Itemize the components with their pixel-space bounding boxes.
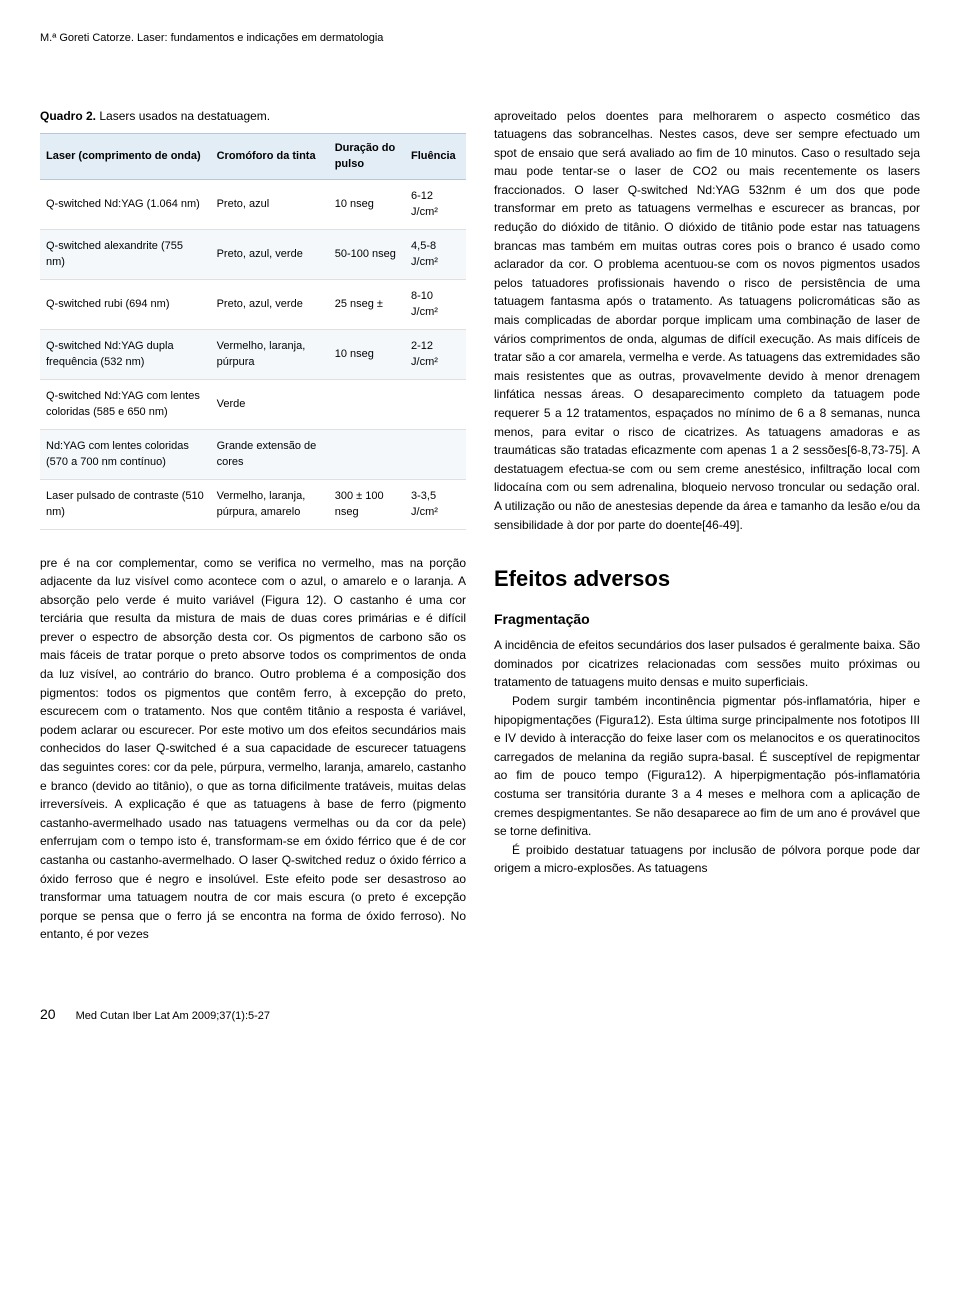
left-paragraph: pre é na cor complementar, como se verif… [40, 554, 466, 944]
cell: Verde [211, 379, 329, 429]
journal-citation: Med Cutan Iber Lat Am 2009;37(1):5-27 [76, 1008, 270, 1025]
cell [329, 379, 405, 429]
cell: Q-switched rubi (694 nm) [40, 279, 211, 329]
cell: Nd:YAG com lentes coloridas (570 a 700 n… [40, 429, 211, 479]
cell: 25 nseg ± [329, 279, 405, 329]
table-caption-label: Quadro 2. [40, 109, 96, 123]
th-duracao: Duração do pulso [329, 133, 405, 179]
frag-paragraph-2: Podem surgir também incontinência pigmen… [494, 692, 920, 841]
table-row: Q-switched Nd:YAG dupla frequência (532 … [40, 329, 466, 379]
cell: Q-switched Nd:YAG dupla frequência (532 … [40, 329, 211, 379]
left-body-text: pre é na cor complementar, como se verif… [40, 554, 466, 944]
subsection-heading: Fragmentação [494, 609, 920, 630]
cell: 10 nseg [329, 329, 405, 379]
running-head: M.ª Goreti Catorze. Laser: fundamentos e… [40, 30, 920, 47]
cell: Preto, azul, verde [211, 229, 329, 279]
table-caption: Quadro 2. Lasers usados na destatuagem. [40, 107, 466, 125]
cell: Q-switched alexandrite (755 nm) [40, 229, 211, 279]
frag-paragraph-3: É proibido destatuar tatuagens por inclu… [494, 841, 920, 878]
cell: 50-100 nseg [329, 229, 405, 279]
table-row: Nd:YAG com lentes coloridas (570 a 700 n… [40, 429, 466, 479]
table-row: Q-switched alexandrite (755 nm) Preto, a… [40, 229, 466, 279]
th-cromoforo: Cromóforo da tinta [211, 133, 329, 179]
cell: Q-switched Nd:YAG (1.064 nm) [40, 179, 211, 229]
table-row: Laser pulsado de contraste (510 nm) Verm… [40, 479, 466, 529]
cell: 300 ± 100 nseg [329, 479, 405, 529]
cell: Q-switched Nd:YAG com lentes coloridas (… [40, 379, 211, 429]
cell: Vermelho, laranja, púrpura, amarelo [211, 479, 329, 529]
th-fluencia: Fluência [405, 133, 466, 179]
table-row: Q-switched Nd:YAG com lentes coloridas (… [40, 379, 466, 429]
cell: 4,5-8 J/cm² [405, 229, 466, 279]
cell: Preto, azul [211, 179, 329, 229]
cell [329, 429, 405, 479]
page-number: 20 [40, 1004, 56, 1025]
section-heading: Efeitos adversos [494, 562, 920, 595]
fragmentacao-body: A incidência de efeitos secundários dos … [494, 636, 920, 878]
right-column: aproveitado pelos doentes para melhorare… [494, 107, 920, 944]
cell: 10 nseg [329, 179, 405, 229]
cell: 8-10 J/cm² [405, 279, 466, 329]
table-row: Q-switched Nd:YAG (1.064 nm) Preto, azul… [40, 179, 466, 229]
table-header-row: Laser (comprimento de onda) Cromóforo da… [40, 133, 466, 179]
th-laser: Laser (comprimento de onda) [40, 133, 211, 179]
table-caption-text: Lasers usados na destatuagem. [96, 109, 270, 123]
cell: 6-12 J/cm² [405, 179, 466, 229]
cell: 3-3,5 J/cm² [405, 479, 466, 529]
cell [405, 429, 466, 479]
table-row: Q-switched rubi (694 nm) Preto, azul, ve… [40, 279, 466, 329]
cell [405, 379, 466, 429]
two-column-layout: Quadro 2. Lasers usados na destatuagem. … [40, 107, 920, 944]
left-column: Quadro 2. Lasers usados na destatuagem. … [40, 107, 466, 944]
right-body-text: aproveitado pelos doentes para melhorare… [494, 107, 920, 535]
cell: Laser pulsado de contraste (510 nm) [40, 479, 211, 529]
cell: Preto, azul, verde [211, 279, 329, 329]
cell: Grande extensão de cores [211, 429, 329, 479]
page-footer: 20 Med Cutan Iber Lat Am 2009;37(1):5-27 [40, 1004, 920, 1025]
cell: Vermelho, laranja, púrpura [211, 329, 329, 379]
laser-table: Laser (comprimento de onda) Cromóforo da… [40, 133, 466, 530]
frag-paragraph-1: A incidência de efeitos secundários dos … [494, 636, 920, 692]
cell: 2-12 J/cm² [405, 329, 466, 379]
right-paragraph-1: aproveitado pelos doentes para melhorare… [494, 107, 920, 535]
